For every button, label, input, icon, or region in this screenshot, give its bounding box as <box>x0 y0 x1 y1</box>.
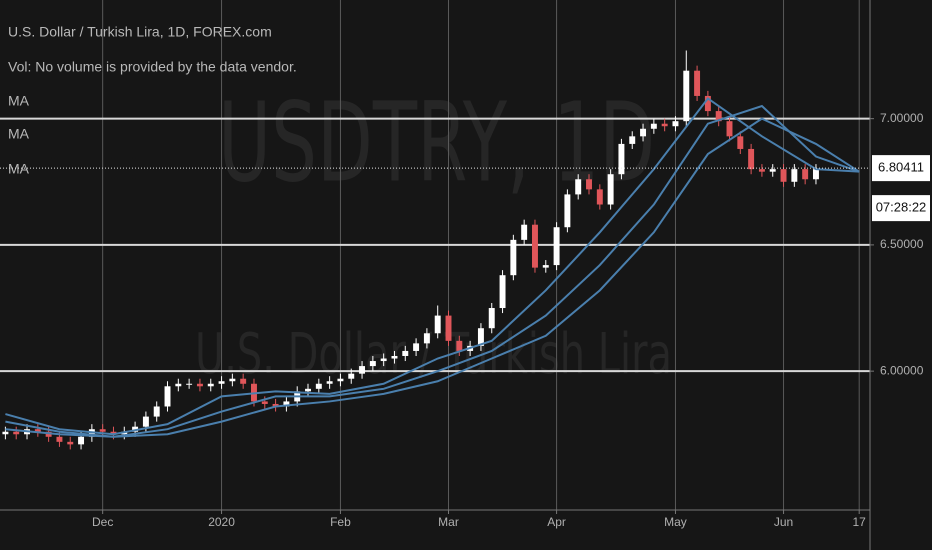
candle-body <box>553 227 560 266</box>
candle-body <box>661 123 668 127</box>
candle-body <box>726 121 733 137</box>
candle-body <box>78 436 85 445</box>
candle-body <box>153 406 160 417</box>
candle-body <box>586 179 592 190</box>
candle-body <box>499 275 506 309</box>
countdown-box <box>872 195 930 222</box>
candle-body <box>629 136 636 144</box>
candle-body <box>218 381 225 384</box>
y-tick-label: 6.00000 <box>880 363 924 377</box>
candle-body <box>164 386 171 407</box>
watermark-symbol: USDTRY, 1D <box>218 78 655 206</box>
candle-body <box>423 333 430 344</box>
candle-body <box>380 358 387 362</box>
candle-body <box>305 388 311 392</box>
candle-body <box>704 95 711 112</box>
candle-body <box>229 378 236 382</box>
candle-body <box>564 194 571 228</box>
candle-body <box>326 381 333 384</box>
legend-entry: MA <box>8 126 30 142</box>
grid <box>0 0 870 510</box>
candle-body <box>315 383 322 389</box>
candle-body <box>45 431 52 437</box>
plot <box>2 50 860 450</box>
last-price-box <box>872 155 930 182</box>
candle-body <box>596 189 603 205</box>
x-tick-label: Jun <box>774 515 793 529</box>
candle-body <box>207 383 214 387</box>
candle-body <box>142 416 149 427</box>
candle-body <box>240 378 247 384</box>
legend-entry: MA <box>8 161 30 177</box>
x-tick-label: Feb <box>330 515 351 529</box>
candle-body <box>186 383 193 385</box>
countdown-label: 07:28:22 <box>876 200 927 215</box>
candle-body <box>283 401 290 407</box>
candle-body <box>56 436 63 442</box>
candle-body <box>272 403 279 407</box>
x-tick-label: 17 <box>853 515 867 529</box>
x-tick-label: Dec <box>92 515 113 529</box>
candle-body <box>650 123 657 129</box>
candle-body <box>391 355 398 359</box>
candle-body <box>575 179 582 195</box>
candle-body <box>683 70 690 122</box>
candle-body <box>67 441 74 445</box>
x-tick-label: May <box>664 515 687 529</box>
moving-average-line <box>5 104 860 438</box>
y-tick-label: 6.50000 <box>880 237 924 251</box>
candle-body <box>99 429 106 432</box>
candle-body <box>434 315 441 334</box>
candle-body <box>110 431 117 435</box>
candle-body <box>445 315 452 341</box>
candle-body <box>359 366 366 374</box>
volume-note: Vol: No volume is provided by the data v… <box>8 59 297 75</box>
candle-body <box>337 378 344 382</box>
candle-body <box>715 111 722 122</box>
candle-body <box>531 224 538 268</box>
candle-body <box>640 128 647 137</box>
candle-body <box>477 328 484 346</box>
candle-body <box>34 429 41 432</box>
candle-body <box>413 343 420 351</box>
candle-body <box>802 169 809 180</box>
candle-body <box>196 383 203 387</box>
candle-body <box>402 350 409 356</box>
x-tick-label: Mar <box>438 515 459 529</box>
legend-entry: MA <box>8 93 30 109</box>
candle-body <box>748 148 755 170</box>
last-price-label: 6.80411 <box>878 160 924 175</box>
candle-body <box>672 121 679 127</box>
x-tick-label: 2020 <box>208 515 235 529</box>
candle-body <box>369 361 376 367</box>
watermark-name: U.S. Dollar / Turkish Lira <box>195 322 672 387</box>
candle-body <box>510 239 517 276</box>
candle-body <box>758 169 765 172</box>
candle-body <box>694 70 701 96</box>
candle-body <box>812 169 819 180</box>
candle-body <box>175 383 182 387</box>
candle-body <box>488 308 495 329</box>
candle-body <box>348 373 355 379</box>
candle-body <box>618 143 625 175</box>
candle-body <box>2 431 9 435</box>
y-tick-label: 7.00000 <box>880 111 924 125</box>
chart-title: U.S. Dollar / Turkish Lira, 1D, FOREX.co… <box>8 24 272 40</box>
candle-body <box>607 174 614 205</box>
candle-body <box>521 224 528 240</box>
moving-average-line <box>5 97 860 436</box>
candle-body <box>13 431 20 435</box>
candle-body <box>261 401 268 404</box>
moving-average-line <box>5 117 860 438</box>
candle-body <box>769 169 776 172</box>
candle-body <box>791 169 798 182</box>
candle-body <box>737 136 744 149</box>
candle-body <box>542 265 549 268</box>
candle-body <box>780 169 787 182</box>
x-tick-label: Apr <box>547 515 566 529</box>
candle-body <box>456 340 463 351</box>
